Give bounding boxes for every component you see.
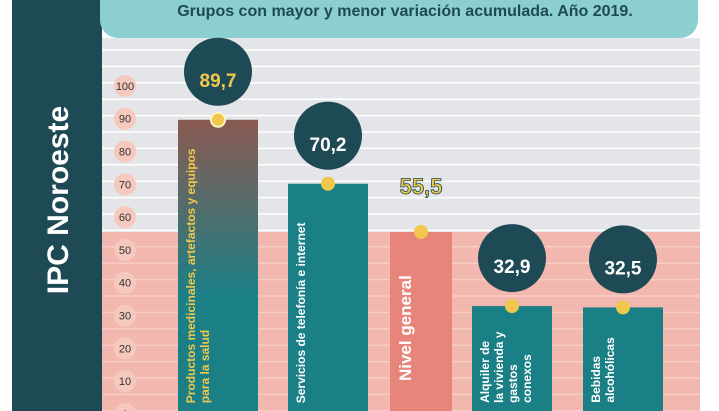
bar: [178, 119, 258, 411]
chart-title: Grupos con mayor y menor variación acumu…: [177, 3, 633, 20]
y-tick-label: 10: [119, 376, 131, 388]
y-tick-mark: [114, 337, 136, 360]
bar: [288, 183, 368, 411]
value-label: 55,5: [400, 174, 443, 199]
bar-dot: [505, 299, 519, 314]
y-tick-mark: [114, 239, 136, 261]
value-label: 32,5: [605, 258, 642, 279]
value-badge: [294, 101, 362, 170]
y-tick-label: 80: [119, 147, 131, 159]
bar-dot: [616, 300, 630, 315]
value-badge: [478, 224, 546, 293]
category-label: Servicios de telefonía e internet: [294, 222, 308, 403]
value-label: 89,7: [200, 71, 237, 92]
bar-dot: [321, 176, 335, 191]
bar-dot: [414, 224, 428, 239]
value-label: 70,2: [310, 135, 347, 156]
bar: [583, 307, 663, 411]
y-tick-label: 30: [119, 311, 131, 323]
category-label: Bebidas alcohólicas: [589, 337, 617, 403]
y-tick-mark: [114, 107, 136, 130]
y-tick-label: 90: [119, 114, 131, 126]
y-tick-mark: [114, 206, 136, 229]
category-label: Productos medicinales, artefactos y equi…: [184, 148, 212, 403]
header: [100, 0, 698, 38]
category-label: Nivel general: [396, 275, 415, 382]
bar-dot: [210, 111, 226, 128]
y-tick-mark: [114, 304, 136, 327]
y-tick-label: 40: [119, 278, 131, 290]
value-label: 32,9: [494, 257, 531, 278]
bar: [472, 306, 552, 411]
y-tick-label: 20: [119, 343, 131, 355]
y-tick-label: 0: [122, 409, 128, 411]
value-badge: [184, 37, 252, 106]
y-tick-mark: [114, 140, 136, 163]
bar: [390, 231, 452, 411]
side-label: IPC Noroeste: [42, 106, 75, 294]
y-tick-mark: [114, 271, 136, 294]
side-panel: [12, 0, 102, 411]
y-tick-label: 70: [119, 179, 131, 191]
y-tick-mark: [114, 403, 136, 411]
y-tick-label: 60: [119, 212, 131, 224]
value-badge: [589, 225, 657, 294]
y-tick-mark: [114, 75, 136, 97]
y-tick-mark: [114, 370, 136, 393]
y-tick-mark: [114, 173, 136, 196]
y-tick-label: 50: [119, 245, 131, 257]
category-label: Alquiler de la vivienda y gastos conexos: [478, 331, 534, 403]
y-tick-label: 100: [116, 81, 134, 93]
